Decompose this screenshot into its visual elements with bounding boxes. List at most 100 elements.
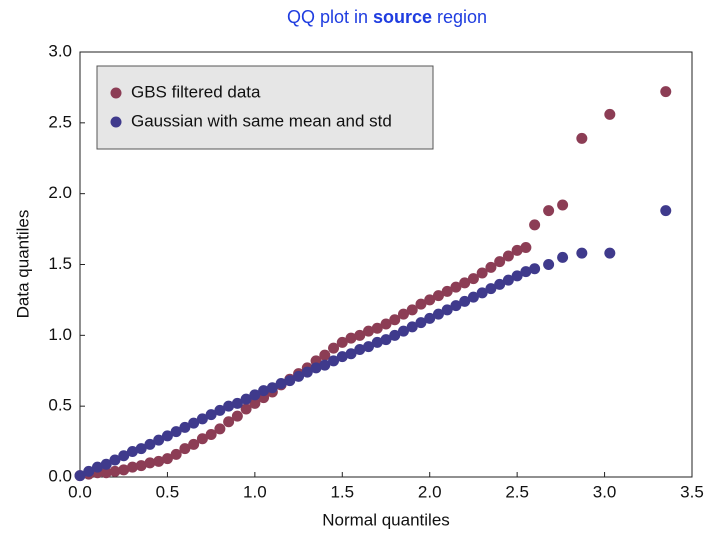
point: [74, 470, 86, 482]
point: [415, 317, 427, 329]
point: [511, 270, 523, 282]
title-part: QQ plot in: [287, 7, 373, 27]
point: [310, 362, 322, 374]
point: [397, 325, 409, 337]
x-tick-label: 2.0: [418, 482, 442, 501]
point: [293, 370, 305, 382]
y-axis-label: Data quantiles: [13, 210, 32, 319]
y-tick-label: 3.0: [48, 41, 72, 60]
point: [380, 318, 392, 330]
point: [153, 455, 165, 467]
point: [557, 251, 569, 263]
point: [520, 242, 532, 253]
point: [441, 304, 453, 316]
point: [345, 348, 357, 360]
point: [328, 355, 340, 367]
point: [258, 385, 270, 397]
title-part: region: [432, 7, 487, 27]
point: [83, 465, 95, 477]
point: [266, 382, 278, 394]
point: [214, 404, 226, 416]
legend-box: [96, 65, 434, 150]
point: [511, 244, 523, 256]
point: [100, 458, 112, 470]
point: [415, 298, 427, 310]
point: [170, 426, 182, 438]
point: [109, 465, 121, 477]
point: [275, 378, 287, 389]
point: [231, 397, 243, 409]
point: [126, 461, 138, 473]
point: [126, 446, 138, 457]
point: [118, 450, 130, 462]
point: [450, 300, 462, 312]
point: [249, 397, 261, 409]
point: [502, 274, 514, 286]
y-tick-label: 2.5: [48, 112, 72, 131]
point: [100, 467, 112, 479]
point: [144, 457, 156, 469]
point: [170, 448, 182, 460]
point: [249, 389, 261, 401]
x-tick-label: 2.5: [505, 482, 529, 501]
point: [432, 290, 444, 302]
point: [363, 325, 375, 337]
point: [135, 460, 147, 472]
point: [485, 283, 497, 295]
point: [529, 219, 541, 231]
point: [520, 266, 532, 278]
point: [397, 308, 409, 320]
point: [459, 295, 471, 307]
point: [161, 453, 173, 465]
legend-label: Gaussian with same mean and std: [131, 111, 392, 130]
point: [354, 329, 366, 341]
point: [389, 314, 401, 326]
point: [494, 278, 506, 290]
point: [319, 349, 331, 361]
point: [502, 250, 514, 262]
point: [196, 433, 208, 445]
legend-marker: [110, 87, 122, 99]
point: [441, 285, 453, 297]
point: [161, 430, 173, 442]
point: [284, 375, 296, 387]
point: [91, 461, 103, 473]
point: [118, 464, 130, 476]
point: [240, 403, 252, 415]
point: [389, 329, 401, 341]
point: [406, 321, 418, 333]
point: [223, 400, 235, 412]
point: [328, 342, 340, 354]
point: [424, 294, 436, 306]
point: [660, 86, 672, 98]
point: [205, 409, 217, 421]
point: [424, 312, 436, 324]
x-tick-label: 1.0: [243, 482, 267, 501]
point: [450, 281, 462, 293]
point: [467, 291, 479, 303]
y-tick-label: 1.5: [48, 254, 72, 273]
point: [543, 205, 555, 217]
point: [459, 277, 471, 289]
point: [240, 393, 252, 405]
title-part: source: [373, 7, 432, 27]
y-tick-label: 0.5: [48, 396, 72, 415]
x-tick-label: 0.0: [68, 482, 92, 501]
point: [144, 438, 156, 450]
y-tick-label: 1.0: [48, 325, 72, 344]
legend-label: GBS filtered data: [131, 82, 261, 101]
point: [223, 416, 235, 428]
point: [109, 454, 121, 466]
point: [557, 199, 569, 211]
point: [336, 336, 348, 348]
point: [196, 413, 208, 425]
point: [604, 108, 616, 120]
x-tick-label: 3.0: [593, 482, 617, 501]
point: [231, 410, 243, 422]
x-tick-label: 0.5: [156, 482, 180, 501]
point: [319, 359, 331, 371]
point: [494, 256, 506, 268]
x-axis-label: Normal quantiles: [322, 510, 450, 529]
point: [543, 259, 555, 270]
